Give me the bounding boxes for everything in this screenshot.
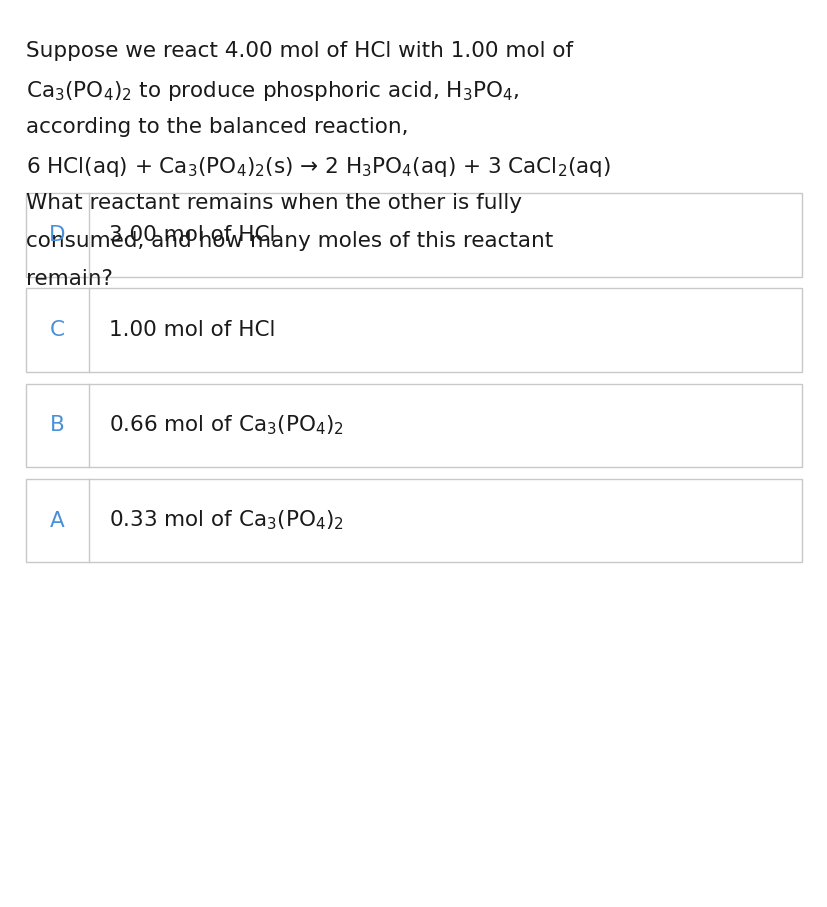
Text: 0.66 mol of Ca$_3$(PO$_4$)$_2$: 0.66 mol of Ca$_3$(PO$_4$)$_2$ bbox=[109, 414, 344, 437]
Text: 3.00 mol of HCl: 3.00 mol of HCl bbox=[109, 225, 275, 245]
Bar bbox=[26, 479, 801, 562]
Text: 6 HCl(aq) + Ca$_3$(PO$_4$)$_2$(s) → 2 H$_3$PO$_4$(aq) + 3 CaCl$_2$(aq): 6 HCl(aq) + Ca$_3$(PO$_4$)$_2$(s) → 2 H$… bbox=[26, 155, 611, 179]
Bar bbox=[26, 193, 801, 277]
Text: consumed, and how many moles of this reactant: consumed, and how many moles of this rea… bbox=[26, 231, 553, 251]
Text: Suppose we react 4.00 mol of HCl with 1.00 mol of: Suppose we react 4.00 mol of HCl with 1.… bbox=[26, 41, 573, 61]
Text: 1.00 mol of HCl: 1.00 mol of HCl bbox=[109, 320, 275, 340]
Text: Ca$_3$(PO$_4$)$_2$ to produce phosphoric acid, H$_3$PO$_4$,: Ca$_3$(PO$_4$)$_2$ to produce phosphoric… bbox=[26, 79, 519, 102]
Text: B: B bbox=[50, 415, 65, 435]
Bar bbox=[26, 288, 801, 372]
Text: remain?: remain? bbox=[26, 269, 113, 289]
Text: 0.33 mol of Ca$_3$(PO$_4$)$_2$: 0.33 mol of Ca$_3$(PO$_4$)$_2$ bbox=[109, 509, 344, 532]
Bar bbox=[26, 384, 801, 467]
Text: What reactant remains when the other is fully: What reactant remains when the other is … bbox=[26, 193, 522, 213]
Text: D: D bbox=[50, 225, 65, 245]
Text: C: C bbox=[50, 320, 65, 340]
Text: according to the balanced reaction,: according to the balanced reaction, bbox=[26, 117, 409, 137]
Text: A: A bbox=[50, 511, 65, 531]
